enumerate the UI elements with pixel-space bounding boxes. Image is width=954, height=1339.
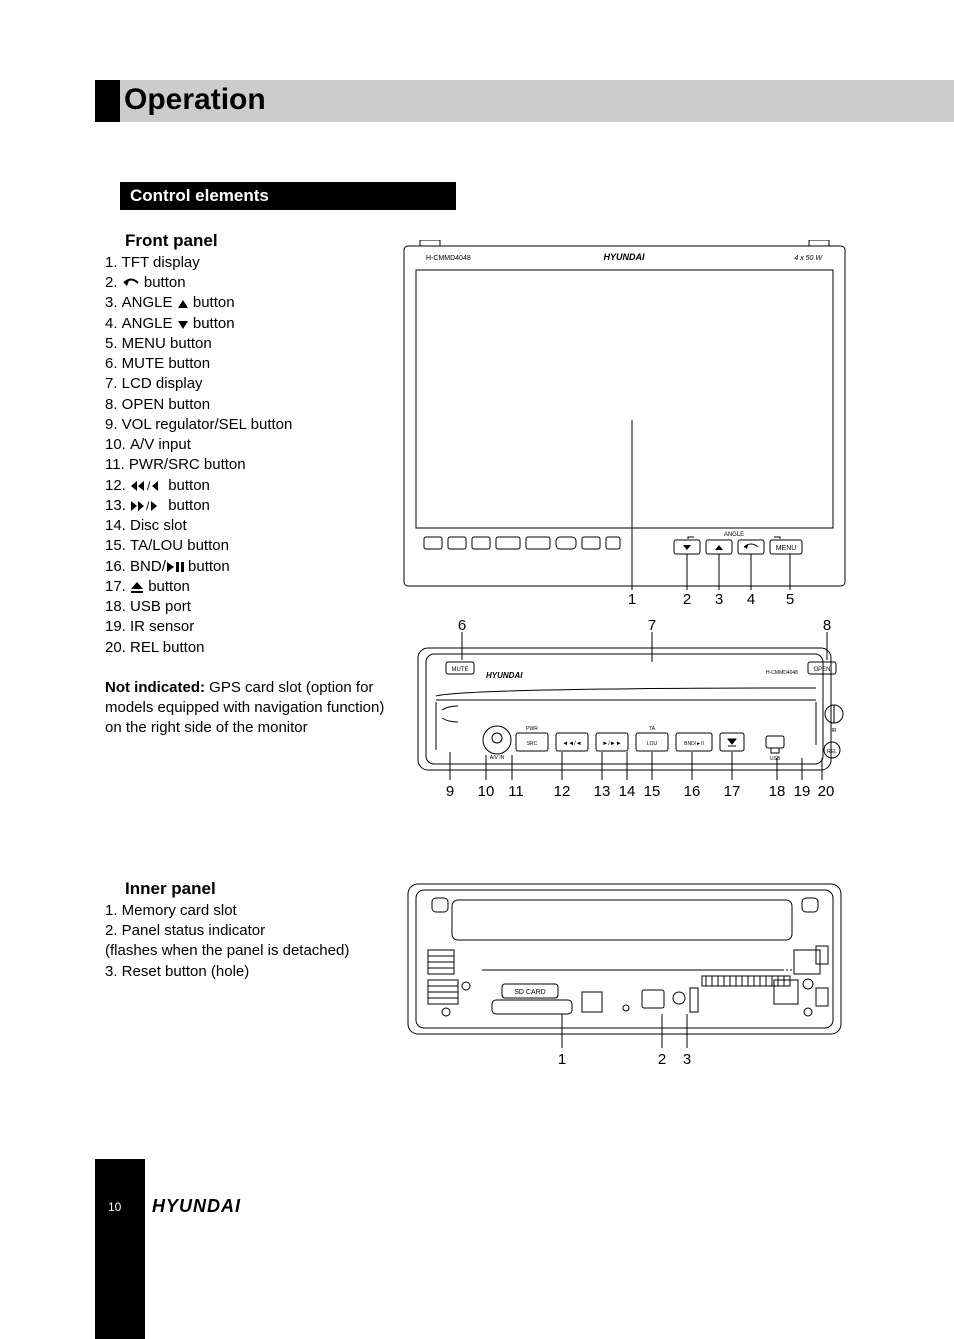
svg-text:19: 19 bbox=[794, 783, 811, 800]
inner-panel-list: Inner panel 1. Memory card slot2. Panel … bbox=[105, 878, 395, 982]
svg-text:BND/►II: BND/►II bbox=[684, 741, 704, 747]
front-panel-diagram: H-CMMD4048 HYUNDAI 4 x 50 W ANGLE bbox=[402, 240, 847, 800]
svg-text:SRC: SRC bbox=[527, 741, 538, 747]
list-item: 3. Reset button (hole) bbox=[105, 962, 395, 982]
page-number: 10 bbox=[108, 1200, 121, 1214]
svg-text:MENU: MENU bbox=[776, 545, 797, 552]
title-bar-accent bbox=[95, 80, 120, 122]
svg-text:MUTE: MUTE bbox=[452, 667, 469, 673]
svg-text:A/V IN: A/V IN bbox=[490, 755, 505, 761]
list-item: 16. BND/ button bbox=[105, 557, 395, 577]
svg-text:/: / bbox=[147, 480, 151, 492]
svg-text:9: 9 bbox=[446, 783, 454, 800]
list-item: 6. MUTE button bbox=[105, 354, 395, 374]
svg-text:REL: REL bbox=[827, 749, 837, 755]
list-item: 10. A/V input bbox=[105, 435, 395, 455]
svg-text:USB: USB bbox=[770, 756, 781, 762]
not-indicated-note: Not indicated: GPS card slot (option for… bbox=[105, 678, 395, 739]
svg-text:TA: TA bbox=[649, 726, 656, 732]
svg-text:12: 12 bbox=[554, 783, 571, 800]
list-item: 15. TA/LOU button bbox=[105, 536, 395, 556]
list-item: 17. button bbox=[105, 577, 395, 597]
list-item: 11. PWR/SRC button bbox=[105, 455, 395, 475]
svg-text:10: 10 bbox=[478, 783, 495, 800]
list-item: 12. / button bbox=[105, 476, 395, 496]
svg-text:17: 17 bbox=[724, 783, 741, 800]
svg-text:4 x 50 W: 4 x 50 W bbox=[794, 255, 823, 262]
svg-text:16: 16 bbox=[684, 783, 701, 800]
svg-text:11: 11 bbox=[508, 783, 524, 800]
svg-text:1: 1 bbox=[558, 1051, 566, 1068]
svg-text:◄◄/◄: ◄◄/◄ bbox=[562, 741, 581, 747]
svg-text:►/►►: ►/►► bbox=[602, 741, 621, 747]
page-title: Operation bbox=[124, 83, 266, 117]
list-item: 1. TFT display bbox=[105, 253, 395, 273]
svg-text:H-CMMD4048: H-CMMD4048 bbox=[766, 670, 798, 676]
list-item: 19. IR sensor bbox=[105, 617, 395, 637]
svg-text:14: 14 bbox=[619, 783, 636, 800]
list-item: 9. VOL regulator/SEL button bbox=[105, 415, 395, 435]
list-item: 13. / button bbox=[105, 496, 395, 516]
front-panel-heading: Front panel bbox=[125, 230, 395, 253]
list-item: 4. ANGLE button bbox=[105, 314, 395, 334]
svg-text:5: 5 bbox=[786, 591, 794, 608]
list-item: 20. REL button bbox=[105, 638, 395, 658]
list-item: 5. MENU button bbox=[105, 334, 395, 354]
svg-text:OPEN: OPEN bbox=[813, 667, 830, 673]
list-item: 1. Memory card slot bbox=[105, 901, 395, 921]
list-item: 7. LCD display bbox=[105, 374, 395, 394]
section-header: Control elements bbox=[120, 182, 456, 210]
front-panel-list: Front panel 1. TFT display2. button3. AN… bbox=[105, 230, 395, 739]
svg-text:7: 7 bbox=[648, 617, 656, 634]
list-item: 3. ANGLE button bbox=[105, 293, 395, 313]
list-item: 18. USB port bbox=[105, 597, 395, 617]
svg-text:20: 20 bbox=[818, 783, 835, 800]
svg-text:ANGLE: ANGLE bbox=[724, 532, 744, 538]
list-item: 8. OPEN button bbox=[105, 395, 395, 415]
svg-text:15: 15 bbox=[644, 783, 661, 800]
svg-text:1: 1 bbox=[628, 591, 636, 608]
svg-text:18: 18 bbox=[769, 783, 786, 800]
inner-panel-heading: Inner panel bbox=[125, 878, 395, 901]
svg-text:3: 3 bbox=[683, 1051, 691, 1068]
svg-text:HYUNDAI: HYUNDAI bbox=[486, 671, 523, 680]
svg-text:IR: IR bbox=[832, 728, 837, 734]
list-item: 2. Panel status indicator bbox=[105, 921, 395, 941]
list-item: (flashes when the panel is detached) bbox=[105, 941, 395, 961]
svg-text:/: / bbox=[146, 500, 150, 512]
svg-text:2: 2 bbox=[658, 1051, 666, 1068]
brand-footer: HYUNDAI bbox=[152, 1196, 241, 1217]
svg-text:HYUNDAI: HYUNDAI bbox=[603, 252, 645, 262]
svg-text:3: 3 bbox=[715, 591, 723, 608]
list-item: 14. Disc slot bbox=[105, 516, 395, 536]
list-item: 2. button bbox=[105, 273, 395, 293]
footer-bar bbox=[95, 1159, 145, 1339]
svg-text:2: 2 bbox=[683, 591, 691, 608]
inner-panel-diagram: SD CARD 1 2 bbox=[402, 880, 847, 1080]
svg-text:13: 13 bbox=[594, 783, 611, 800]
svg-text:SD CARD: SD CARD bbox=[514, 989, 546, 996]
svg-text:4: 4 bbox=[747, 591, 755, 608]
note-label: Not indicated: bbox=[105, 679, 205, 696]
svg-text:H-CMMD4048: H-CMMD4048 bbox=[426, 255, 471, 262]
svg-text:LOU: LOU bbox=[647, 741, 658, 747]
svg-text:8: 8 bbox=[823, 617, 831, 634]
svg-text:6: 6 bbox=[458, 617, 466, 634]
svg-text:PWR: PWR bbox=[526, 726, 538, 732]
